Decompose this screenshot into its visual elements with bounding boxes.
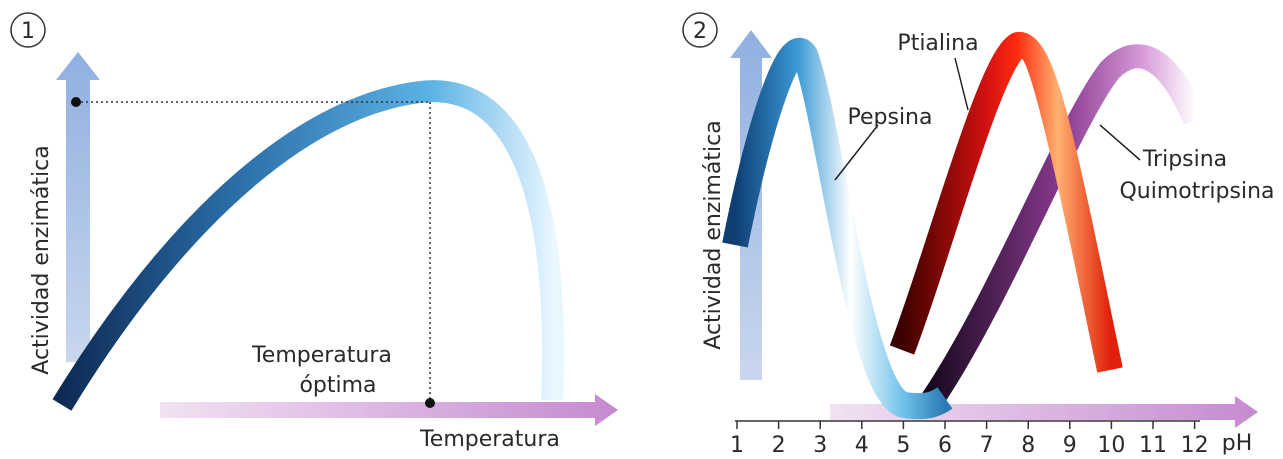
curve-label: Quimotripsina — [1119, 179, 1274, 204]
curve-label: Ptialina — [897, 31, 978, 56]
pepsina-curve — [722, 37, 953, 420]
x-tick-label: 5 — [896, 433, 910, 458]
x-axis-label: Temperatura — [419, 427, 560, 452]
panel-number: 1 — [21, 19, 35, 44]
x-tick-label: 10 — [1097, 433, 1125, 458]
panel-2: 2 1 2 3 4 5 6 7 8 9 10 11 12 pH Actividad enzimátic… — [682, 12, 1275, 458]
y-axis-label: Actividad enzimática — [29, 145, 54, 374]
point — [71, 97, 81, 107]
leader-line — [954, 57, 969, 111]
curve-label: Tripsina — [1142, 147, 1227, 172]
x-tick-label: 2 — [772, 433, 786, 458]
x-tick-label: 11 — [1139, 433, 1167, 458]
x-tick-label: 12 — [1181, 433, 1209, 458]
x-axis-arrow — [160, 394, 618, 426]
panel-1: 1 Actividad enzimática Temperatura Tempe… — [10, 12, 618, 452]
panel-number: 2 — [693, 19, 707, 44]
panel-number-circle — [682, 12, 718, 48]
x-tick-label: 7 — [980, 433, 994, 458]
leader-line — [1099, 124, 1141, 161]
x-tick-label: 9 — [1063, 433, 1077, 458]
y-axis-label: Actividad enzimática — [701, 120, 726, 349]
x-tick-label: 8 — [1021, 433, 1035, 458]
x-axis-label: pH — [1222, 431, 1253, 456]
ptialina-curve — [889, 32, 1123, 373]
x-tick-label: 1 — [730, 433, 744, 458]
x-tick-label: 6 — [938, 433, 952, 458]
point — [425, 398, 435, 408]
y-axis-arrow — [56, 52, 100, 362]
temperature-curve — [52, 80, 564, 411]
annotation: Temperatura — [251, 343, 392, 368]
x-ticks: 1 2 3 4 5 6 7 8 9 10 11 12 — [730, 421, 1209, 458]
curve-label: Pepsina — [848, 105, 933, 130]
x-tick-label: 3 — [813, 433, 827, 458]
annotation: óptima — [299, 373, 376, 398]
x-tick-label: 4 — [855, 433, 869, 458]
tripsina-curve — [922, 44, 1207, 407]
panel-number-circle — [10, 12, 46, 48]
leader-line — [834, 124, 879, 181]
